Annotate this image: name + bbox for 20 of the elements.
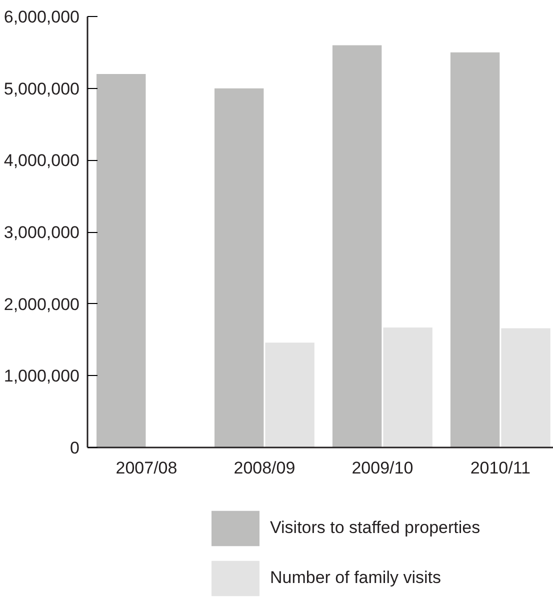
- y-tick-label: 4,000,000: [4, 151, 80, 170]
- bar: [265, 342, 314, 448]
- x-tick-label: 2008/09: [234, 458, 296, 478]
- bar: [214, 88, 264, 448]
- bar: [332, 45, 382, 448]
- y-tick-label: 5,000,000: [4, 79, 80, 98]
- bar: [383, 328, 432, 448]
- y-tick-label: 3,000,000: [4, 223, 80, 242]
- legend-label: Number of family visits: [270, 568, 441, 588]
- y-tick-label: 1,000,000: [4, 366, 80, 386]
- x-tick-label: 2009/10: [352, 458, 414, 478]
- bar: [96, 74, 146, 448]
- y-tick-label: 0: [70, 438, 80, 458]
- legend-label: Visitors to staffed properties: [270, 518, 480, 538]
- x-tick-label: 2007/08: [116, 458, 178, 478]
- y-tick-label: 2,000,000: [4, 294, 80, 314]
- bar: [501, 328, 550, 448]
- bar: [450, 52, 500, 448]
- x-tick-label: 2010/11: [470, 458, 531, 478]
- y-tick-label: 6,000,000: [4, 8, 80, 26]
